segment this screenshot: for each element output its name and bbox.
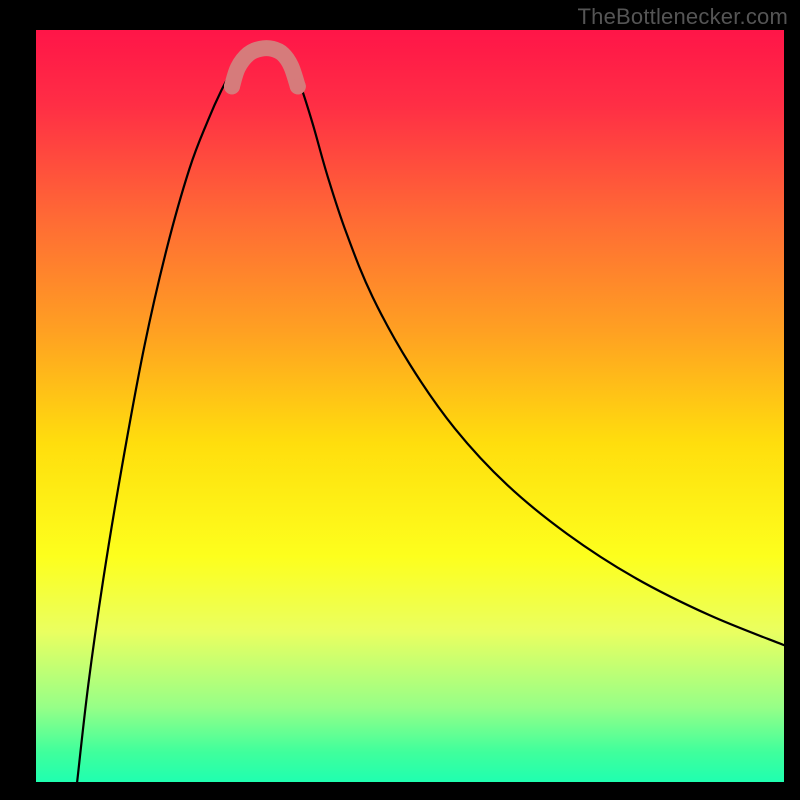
watermark-label: TheBottlenecker.com: [578, 4, 788, 30]
chart-background: [36, 30, 784, 782]
optimal-range-endpoint: [290, 78, 306, 94]
bottleneck-chart: [36, 30, 784, 782]
optimal-range-endpoint: [224, 78, 240, 94]
